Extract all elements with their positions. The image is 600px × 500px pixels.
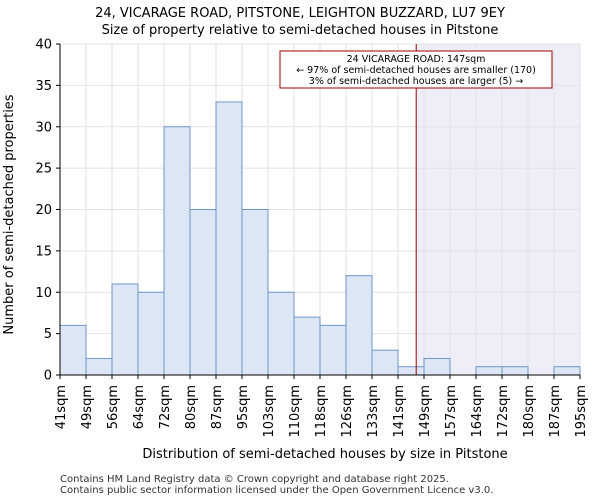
bar-56sqm [111, 283, 139, 376]
y-tick-label: 35 [35, 79, 52, 94]
bar-133sqm [371, 349, 399, 376]
x-tick-label: 172sqm [496, 385, 511, 438]
bar-80sqm [189, 209, 217, 376]
x-tick-label: 118sqm [314, 385, 329, 438]
bar-141sqm [397, 366, 425, 376]
y-tick-label: 10 [35, 286, 52, 301]
x-tick-label: 195sqm [574, 385, 589, 438]
x-tick-label: 87sqm [210, 385, 225, 429]
bar-103sqm [267, 291, 295, 376]
x-tick-label: 133sqm [366, 385, 381, 438]
bar-110sqm [293, 316, 321, 376]
x-tick-label: 95sqm [236, 385, 251, 429]
bar-149sqm [423, 357, 451, 376]
x-tick-label: 164sqm [470, 385, 485, 438]
x-axis-label: Distribution of semi-detached houses by … [142, 447, 507, 462]
x-tick-label: 126sqm [340, 385, 355, 438]
bar-172sqm [501, 366, 529, 376]
y-tick-label: 30 [35, 120, 52, 135]
y-tick-label: 25 [35, 162, 52, 177]
y-tick-label: 15 [35, 244, 52, 259]
bar-118sqm [319, 324, 347, 376]
chart-subtitle: Size of property relative to semi-detach… [101, 23, 499, 38]
bar-64sqm [137, 291, 165, 376]
annotation-box [279, 50, 553, 89]
x-tick-label: 64sqm [132, 385, 147, 429]
x-tick-label: 103sqm [262, 385, 277, 438]
x-tick-label: 80sqm [184, 385, 199, 429]
x-tick-label: 110sqm [288, 385, 303, 438]
annotation-line-3: 3% of semi-detached houses are larger (5… [309, 76, 523, 87]
x-tick-label: 180sqm [522, 385, 537, 438]
bar-49sqm [85, 357, 113, 376]
x-tick-label: 141sqm [392, 385, 407, 438]
x-tick-label: 41sqm [54, 385, 69, 429]
x-tick-label: 149sqm [418, 385, 433, 438]
bar-41sqm [59, 324, 87, 376]
y-tick-label: 40 [35, 38, 52, 53]
footer-copyright: Contains HM Land Registry data © Crown c… [60, 474, 449, 485]
bar-164sqm [475, 366, 503, 376]
x-tick-label: 72sqm [158, 385, 173, 429]
bar-187sqm [553, 366, 581, 376]
y-tick-label: 0 [44, 369, 52, 384]
bar-126sqm [345, 275, 373, 376]
footer-licence: Contains public sector information licen… [60, 485, 494, 496]
annotation-line-1: 24 VICARAGE ROAD: 147sqm [347, 54, 486, 65]
bar-72sqm [163, 126, 191, 376]
y-axis-label: Number of semi-detached properties [2, 94, 17, 334]
x-tick-label: 157sqm [444, 385, 459, 438]
chart-title-address: 24, VICARAGE ROAD, PITSTONE, LEIGHTON BU… [95, 6, 505, 21]
y-tick-label: 5 [44, 327, 52, 342]
x-tick-label: 49sqm [80, 385, 95, 429]
x-tick-label: 187sqm [548, 385, 563, 438]
x-tick-label: 56sqm [106, 385, 121, 429]
bar-87sqm [215, 101, 243, 376]
y-tick-label: 20 [35, 203, 52, 218]
annotation-line-2: ← 97% of semi-detached houses are smalle… [296, 65, 536, 76]
bar-95sqm [241, 209, 269, 376]
